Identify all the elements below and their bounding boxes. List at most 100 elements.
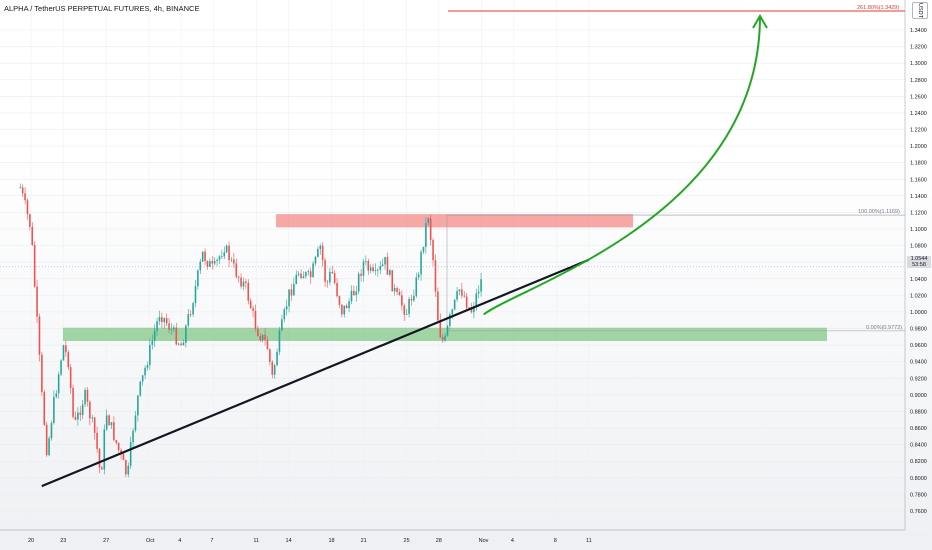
candle-body <box>413 295 415 301</box>
y-tick-label: 1.0800 <box>910 244 927 250</box>
x-tick-label: 7 <box>210 538 213 544</box>
candle-body <box>396 287 398 292</box>
candle-body <box>235 263 238 277</box>
candle-body <box>329 271 331 283</box>
candle-body <box>156 321 158 332</box>
candle-body <box>69 367 72 388</box>
resistance-zone <box>276 214 633 228</box>
y-tick-label: 1.2800 <box>910 78 927 84</box>
candle-body <box>463 295 466 297</box>
y-tick-label: 1.3000 <box>910 61 927 67</box>
fib-0-label: 0.00%(0.9772) <box>866 325 902 331</box>
candle-body <box>429 218 432 240</box>
candle-body <box>456 291 458 300</box>
projection-arrow <box>483 15 761 316</box>
candle-body <box>453 299 456 310</box>
candle-body <box>117 442 120 451</box>
y-tick-label: 0.9400 <box>910 360 927 366</box>
y-tick-label: 0.8200 <box>910 459 927 465</box>
x-tick-label: 4 <box>178 538 181 544</box>
candle-body <box>468 307 470 309</box>
candle-body <box>31 226 34 245</box>
candle-body <box>449 314 451 326</box>
currency-unit-badge[interactable]: USDT <box>912 2 928 19</box>
candle-body <box>67 352 70 368</box>
candle-body <box>389 270 391 275</box>
candle-body <box>384 257 386 265</box>
candle-body <box>398 291 401 296</box>
candle-body <box>129 442 132 466</box>
candle-body <box>168 323 170 330</box>
candle-body <box>290 289 293 296</box>
candle-body <box>134 415 137 431</box>
x-tick-label: 21 <box>361 538 367 544</box>
candle-body <box>48 438 50 456</box>
candle-body <box>343 305 346 315</box>
candle-body <box>165 318 168 324</box>
candle-body <box>120 450 122 454</box>
candle-body <box>65 345 67 353</box>
candle-body <box>98 448 101 468</box>
candle-body <box>62 345 65 361</box>
candle-body <box>331 271 334 274</box>
candle-body <box>216 259 218 261</box>
y-tick-label: 1.1600 <box>910 177 927 183</box>
candle-body <box>408 298 410 314</box>
candle-body <box>264 334 266 340</box>
candle-body <box>285 306 288 310</box>
candle-body <box>401 295 403 306</box>
candle-body <box>60 360 62 375</box>
candle-body <box>369 267 372 271</box>
candle-body <box>213 260 216 264</box>
candle-body <box>29 214 31 227</box>
candle-body <box>434 260 437 292</box>
candle-body <box>43 392 46 425</box>
candle-body <box>353 290 355 296</box>
candle-body <box>271 361 274 375</box>
candle-body <box>146 365 149 368</box>
candle-body <box>79 412 82 415</box>
candle-body <box>72 387 74 417</box>
candle-body <box>36 286 38 317</box>
y-tick-label: 1.1000 <box>910 227 927 233</box>
candle-body <box>127 465 130 475</box>
y-tick-label: 0.9800 <box>910 327 927 333</box>
candle-body <box>283 309 286 320</box>
candle-body <box>57 374 60 394</box>
candle-body <box>170 329 173 331</box>
candle-body <box>53 396 55 423</box>
candle-body <box>101 467 103 470</box>
candle-body <box>74 416 77 420</box>
candle-body <box>237 276 240 278</box>
y-tick-label: 1.1200 <box>910 210 927 216</box>
candle-body <box>110 422 113 426</box>
candle-body <box>355 291 358 296</box>
candle-body <box>314 256 317 264</box>
candle-body <box>348 301 350 309</box>
candle-body <box>149 344 151 366</box>
candle-body <box>475 293 478 307</box>
y-tick-label: 0.7800 <box>910 492 927 498</box>
candle-body <box>252 308 254 311</box>
candle-body <box>278 330 281 352</box>
symbol-title[interactable]: ALPHA / TetherUS PERPETUAL FUTURES, 4h, … <box>4 4 200 13</box>
candle-body <box>477 291 480 294</box>
candle-body <box>473 306 475 313</box>
candle-body <box>259 336 262 341</box>
candle-body <box>417 274 420 278</box>
candle-body <box>89 401 91 419</box>
candle-body <box>103 429 106 470</box>
candle-body <box>122 453 125 461</box>
candle-body <box>206 260 209 267</box>
candle-body <box>309 271 312 278</box>
candle-body <box>393 287 396 292</box>
y-tick-label: 0.7600 <box>910 509 927 515</box>
candle-body <box>158 317 161 322</box>
x-tick-label: 11 <box>253 538 259 544</box>
candle-body <box>242 281 245 287</box>
candle-body <box>45 424 48 456</box>
candle-body <box>254 310 257 329</box>
candle-body <box>437 291 439 321</box>
